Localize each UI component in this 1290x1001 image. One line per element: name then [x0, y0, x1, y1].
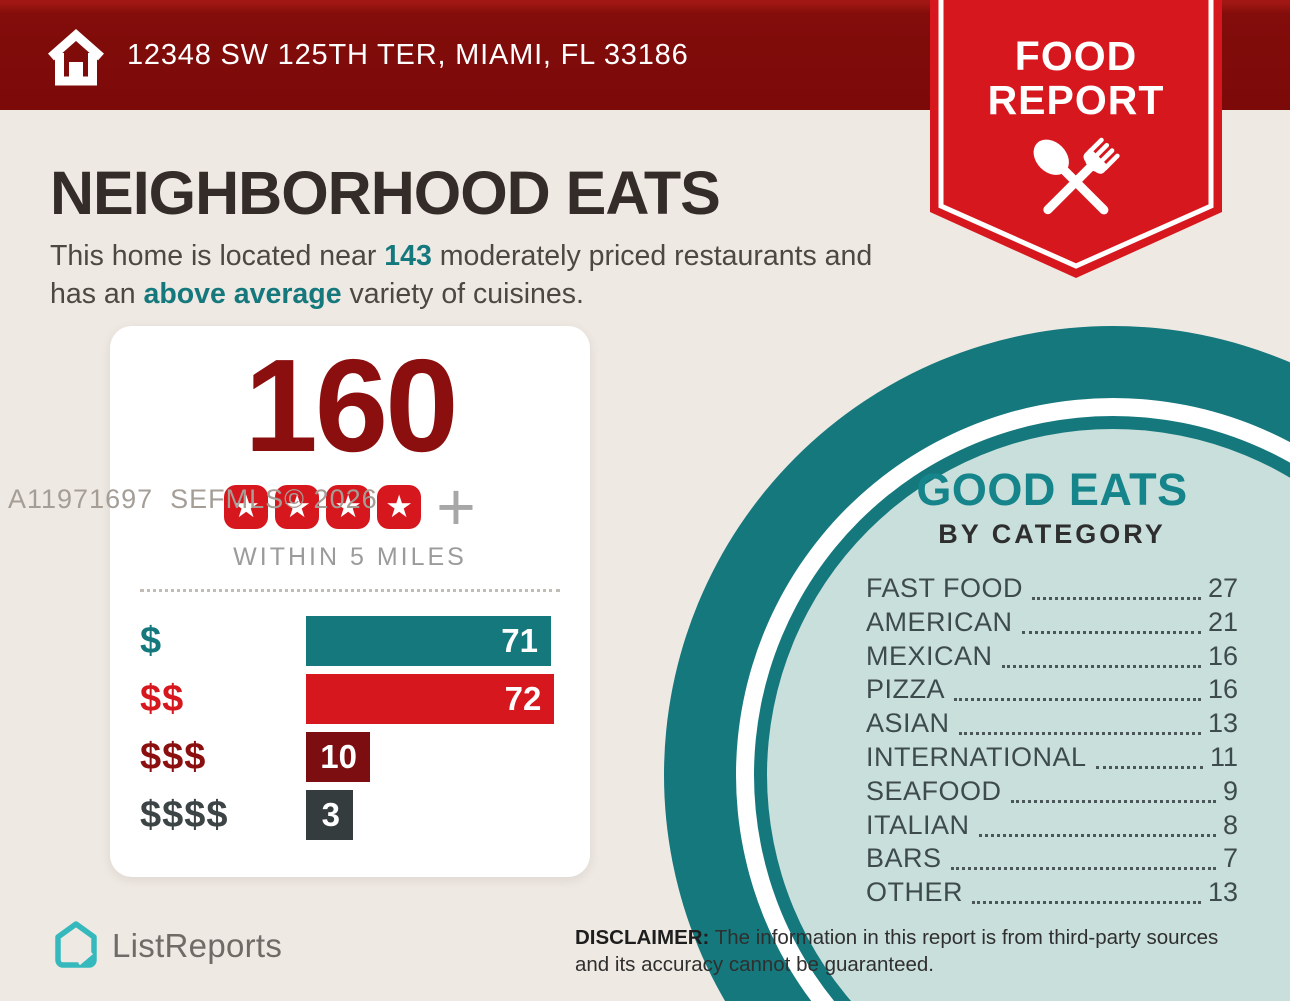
restaurant-summary-card: 160 ★ ★ ★ ★ + WITHIN 5 MILES $ 71 $$ 72 $$$… [110, 326, 590, 877]
star-badges: ★ ★ ★ ★ [224, 485, 422, 529]
bar-row-price-1: $ 71 [140, 616, 560, 666]
bar-value: 71 [501, 622, 538, 659]
fork-spoon-icon [1033, 137, 1120, 215]
category-row: SEAFOOD 9 [866, 776, 1238, 807]
category-value: 16 [1207, 674, 1238, 705]
category-value: 13 [1207, 877, 1238, 908]
star-icon: ★ [326, 485, 371, 529]
mls-watermark: A11971697 SEFMLS© 2026 [8, 484, 378, 514]
listreports-icon [55, 921, 97, 968]
dotted-leader [972, 901, 1201, 905]
category-label: PIZZA [866, 674, 946, 705]
star-rating: ★ ★ ★ ★ + [110, 469, 590, 545]
total-restaurants: 160 [244, 332, 458, 479]
category-row: ASIAN 13 [866, 708, 1238, 739]
category-value: 27 [1207, 573, 1238, 603]
food-report-ribbon: FOOD REPORT [930, 0, 1222, 280]
star-icon: ★ [377, 485, 422, 529]
good-eats-subtitle: BY CATEGORY [938, 519, 1166, 549]
dotted-leader [1021, 630, 1201, 634]
price-tier-chart: $ 71 $$ 72 $$$ 10 $$$$ 3 [140, 616, 560, 848]
category-label: INTERNATIONAL [866, 741, 1087, 772]
category-row: ITALIAN 8 [866, 810, 1238, 841]
bar-row-price-2: $$ 72 [140, 674, 560, 724]
dotted-leader [1032, 597, 1201, 600]
good-eats-panel: GOOD EATS BY CATEGORY FAST FOOD 27 AMERIC… [866, 464, 1238, 915]
dotted-leader [978, 833, 1216, 837]
category-row: FAST FOOD 27 [866, 573, 1238, 604]
dotted-leader [954, 698, 1201, 702]
bar-value: 72 [504, 680, 542, 717]
dotted-leader [1001, 664, 1201, 668]
category-list: FAST FOOD 27 AMERICAN 21 MEXICAN 16 PIZZA 16… [866, 573, 1238, 908]
good-eats-title: GOOD EATS [916, 464, 1188, 515]
bar-value: 10 [320, 738, 357, 775]
ribbon-shape [930, 0, 1222, 278]
page-title: NEIGHBORHOOD EATS [50, 159, 721, 227]
category-row: INTERNATIONAL 11 [866, 742, 1238, 773]
category-label: AMERICAN [866, 606, 1013, 637]
bar-price-2: 72 [306, 674, 555, 724]
category-row: BARS 7 [866, 843, 1238, 874]
category-label: MEXICAN [866, 640, 993, 671]
price-tier-label: $$ [140, 677, 185, 720]
category-row: PIZZA 16 [866, 674, 1238, 705]
property-address: 12348 SW 125TH TER, MIAMI, FL 33186 [127, 38, 689, 71]
category-label: SEAFOOD [866, 775, 1002, 806]
dotted-leader [950, 867, 1216, 871]
category-value: 21 [1207, 606, 1238, 637]
category-value: 11 [1209, 741, 1238, 772]
disclaimer-text: The information in this report is from t… [575, 926, 1219, 976]
category-label: FAST FOOD [866, 573, 1024, 603]
home-icon [48, 29, 104, 86]
category-label: OTHER [866, 877, 963, 908]
disclaimer-label: DISCLAIMER: [575, 926, 710, 949]
category-row: OTHER 13 [866, 877, 1238, 908]
bar-price-4: 3 [306, 790, 353, 840]
bar-value: 3 [321, 796, 340, 833]
bar-price-3: 10 [306, 732, 370, 782]
ribbon-title-line2: REPORT [987, 77, 1165, 123]
category-value: 9 [1222, 775, 1238, 806]
dotted-divider [140, 589, 560, 592]
restaurant-count: 143 [384, 240, 432, 272]
bar-price-1: 71 [306, 616, 551, 666]
category-value: 7 [1222, 843, 1238, 874]
radius-caption: WITHIN 5 MILES [233, 543, 467, 571]
category-value: 13 [1207, 708, 1238, 739]
category-value: 16 [1207, 640, 1238, 671]
bar-row-price-3: $$$ 10 [140, 732, 560, 782]
category-row: AMERICAN 21 [866, 607, 1238, 638]
price-tier-label: $$$$ [140, 793, 229, 836]
category-label: ASIAN [866, 708, 950, 739]
price-tier-label: $$$ [140, 735, 207, 778]
disclaimer: DISCLAIMER: The information in this repo… [575, 925, 1243, 978]
category-value: 8 [1222, 809, 1238, 840]
intro-line-2: has an above average variety of cuisines… [50, 277, 584, 310]
ribbon-title-line1: FOOD [1014, 33, 1138, 79]
category-row: MEXICAN 16 [866, 641, 1238, 672]
plus-icon: + [436, 469, 476, 545]
variety-rating: above average [143, 277, 342, 310]
listreports-logo: ListReports [52, 920, 282, 972]
category-label: BARS [866, 843, 942, 874]
intro-line-1: This home is located near 143 moderately… [50, 240, 873, 272]
brand-name: ListReports [112, 927, 283, 964]
star-icon: ★ [224, 485, 269, 529]
star-icon: ★ [275, 485, 320, 529]
category-label: ITALIAN [866, 809, 970, 840]
bar-row-price-4: $$$$ 3 [140, 790, 560, 840]
dotted-leader [1010, 799, 1216, 803]
dotted-leader [1095, 765, 1203, 769]
dotted-leader [958, 732, 1201, 736]
intro-text: This home is located near 143 moderately… [50, 238, 872, 314]
price-tier-label: $ [140, 619, 163, 662]
